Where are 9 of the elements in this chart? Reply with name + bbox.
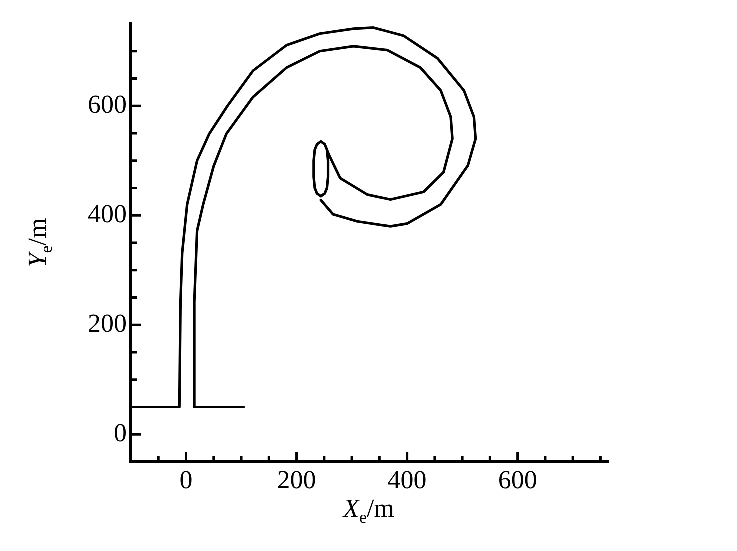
y-tick-label: 400 [88, 199, 127, 228]
y-tick-label: 0 [114, 418, 127, 448]
y-tick-label: 200 [88, 308, 127, 338]
y-tick-label: 600 [88, 90, 127, 119]
x-axis-title: X$_{e}$/m [344, 494, 394, 528]
x-tick-label: 600 [498, 465, 538, 494]
x-tick-label: 0 [180, 465, 193, 494]
x-tick-label: 400 [388, 465, 427, 494]
x-tick-label: 200 [277, 465, 316, 494]
